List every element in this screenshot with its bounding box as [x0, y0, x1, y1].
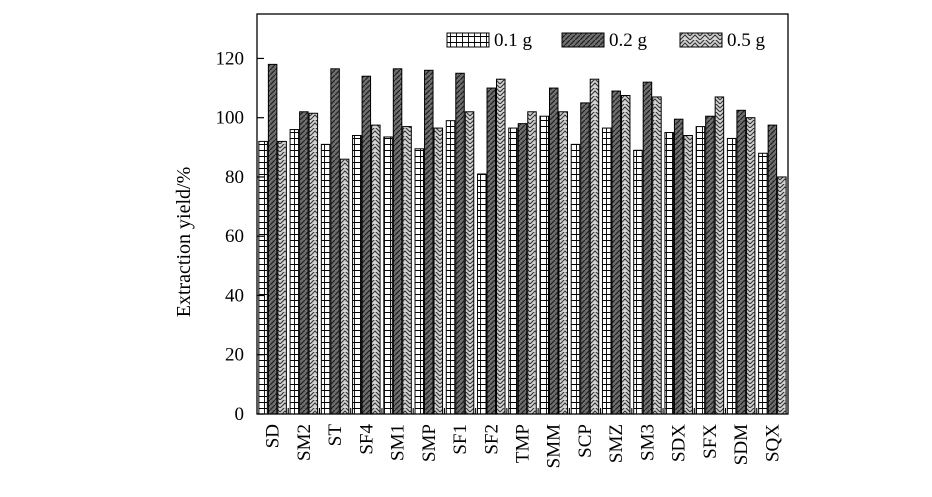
x-tick-label: SQX	[762, 424, 783, 462]
bar	[277, 140, 287, 415]
bar	[320, 143, 331, 415]
bar	[414, 148, 425, 415]
y-tick-label: 120	[216, 48, 245, 69]
bar	[402, 126, 412, 415]
x-tick-label: SM3	[637, 424, 658, 461]
bar	[695, 126, 706, 415]
bar	[339, 158, 350, 415]
bar	[267, 63, 278, 415]
x-tick-label: SF1	[450, 424, 471, 455]
bar	[455, 72, 465, 415]
bar	[258, 140, 268, 415]
bar	[299, 111, 309, 415]
bar	[745, 117, 756, 415]
bar	[620, 94, 631, 415]
bar	[352, 134, 362, 415]
bar	[517, 123, 528, 415]
bar	[424, 69, 434, 415]
x-tick-label: SM1	[388, 424, 409, 461]
bar	[477, 173, 487, 415]
x-tick-label: TMP	[513, 424, 534, 463]
bar	[580, 102, 590, 415]
y-tick-label: 40	[225, 285, 244, 306]
x-tick-label: SDX	[669, 424, 690, 462]
bar	[726, 137, 737, 415]
bar	[539, 115, 549, 415]
bar	[371, 124, 381, 415]
x-tick-label: SCP	[575, 424, 596, 458]
x-tick-label: SMZ	[606, 424, 627, 463]
bar	[736, 109, 746, 415]
x-tick-label: SDM	[731, 424, 752, 465]
bar	[714, 96, 725, 415]
y-tick-label: 60	[225, 226, 244, 247]
legend-swatch	[446, 32, 490, 48]
bar	[652, 96, 662, 415]
y-tick-label: 20	[225, 345, 244, 366]
bar	[289, 129, 300, 415]
x-tick-label: SF2	[481, 424, 502, 455]
bar	[361, 75, 372, 415]
y-axis-label: Extraction yield/%	[173, 167, 195, 318]
x-tick-label: SF4	[356, 424, 377, 455]
bar	[758, 152, 768, 415]
legend-label: 0.5 g	[727, 30, 766, 51]
bar	[683, 134, 693, 415]
bar	[330, 68, 340, 415]
x-tick-label: SM2	[294, 424, 315, 461]
bar	[589, 78, 600, 415]
bar	[767, 124, 778, 415]
y-tick-label: 0	[235, 404, 245, 425]
bar	[392, 68, 403, 415]
bar	[558, 111, 568, 415]
x-tick-label: ST	[325, 424, 346, 447]
bar	[601, 127, 612, 415]
legend-label: 0.2 g	[609, 30, 648, 51]
bar	[633, 149, 643, 415]
legend-swatch	[679, 32, 723, 48]
bar	[433, 127, 444, 415]
bar	[705, 115, 715, 415]
x-tick-label: SMM	[544, 424, 565, 468]
y-tick-label: 100	[216, 108, 245, 129]
bar	[548, 87, 559, 415]
bar	[464, 111, 475, 415]
bar	[611, 90, 621, 415]
legend-swatch	[561, 32, 605, 48]
x-tick-label: SFX	[700, 424, 721, 459]
bar	[496, 78, 506, 415]
bar	[673, 118, 684, 415]
x-tick-label: SD	[263, 424, 284, 448]
bar	[486, 87, 497, 415]
bar	[570, 143, 581, 415]
bar	[777, 176, 787, 415]
bar	[664, 132, 674, 415]
bar	[527, 111, 537, 415]
bar	[642, 81, 653, 415]
legend-label: 0.1 g	[494, 30, 533, 51]
y-tick-label: 80	[225, 167, 244, 188]
bar	[383, 136, 393, 415]
plot-frame	[256, 13, 789, 415]
bar	[508, 127, 518, 415]
bar	[308, 112, 319, 415]
bar	[445, 120, 456, 415]
x-tick-label: SMP	[419, 424, 440, 462]
